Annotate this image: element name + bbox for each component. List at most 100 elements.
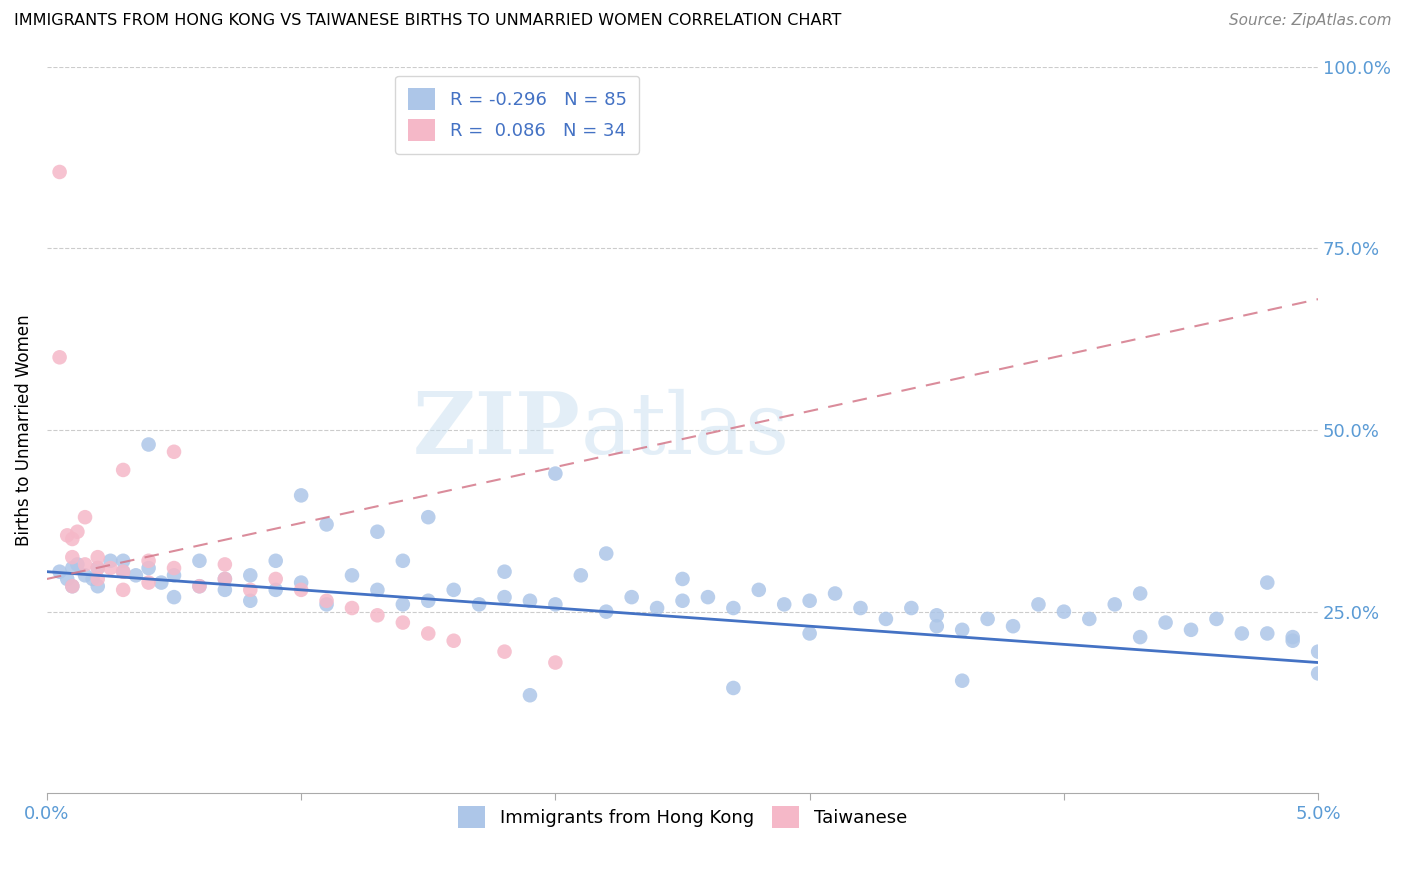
Immigrants from Hong Kong xyxy=(264,582,287,597)
Immigrants from Hong Kong xyxy=(1308,645,1330,659)
Immigrants from Hong Kong xyxy=(1281,633,1303,648)
Immigrants from Hong Kong xyxy=(315,598,337,612)
Immigrants from Hong Kong xyxy=(66,558,89,572)
Taiwanese xyxy=(60,550,83,565)
Immigrants from Hong Kong xyxy=(519,688,541,702)
Immigrants from Hong Kong xyxy=(950,673,973,688)
Taiwanese xyxy=(290,582,312,597)
Text: ZIP: ZIP xyxy=(413,388,581,472)
Taiwanese xyxy=(48,165,70,179)
Taiwanese xyxy=(418,626,440,640)
Immigrants from Hong Kong xyxy=(1129,586,1152,600)
Immigrants from Hong Kong xyxy=(56,572,79,586)
Immigrants from Hong Kong xyxy=(443,582,465,597)
Immigrants from Hong Kong xyxy=(620,590,643,604)
Immigrants from Hong Kong xyxy=(799,593,821,607)
Y-axis label: Births to Unmarried Women: Births to Unmarried Women xyxy=(15,314,32,546)
Immigrants from Hong Kong xyxy=(1230,626,1253,640)
Taiwanese xyxy=(48,351,70,365)
Immigrants from Hong Kong xyxy=(468,598,491,612)
Immigrants from Hong Kong xyxy=(494,565,516,579)
Taiwanese xyxy=(392,615,415,630)
Immigrants from Hong Kong xyxy=(315,517,337,532)
Immigrants from Hong Kong xyxy=(1078,612,1101,626)
Immigrants from Hong Kong xyxy=(214,582,236,597)
Text: Source: ZipAtlas.com: Source: ZipAtlas.com xyxy=(1229,13,1392,29)
Immigrants from Hong Kong xyxy=(60,561,83,575)
Immigrants from Hong Kong xyxy=(723,601,745,615)
Immigrants from Hong Kong xyxy=(1104,598,1126,612)
Immigrants from Hong Kong xyxy=(900,601,922,615)
Taiwanese xyxy=(188,579,211,593)
Taiwanese xyxy=(138,575,160,590)
Immigrants from Hong Kong xyxy=(671,572,693,586)
Taiwanese xyxy=(87,550,110,565)
Text: IMMIGRANTS FROM HONG KONG VS TAIWANESE BIRTHS TO UNMARRIED WOMEN CORRELATION CHA: IMMIGRANTS FROM HONG KONG VS TAIWANESE B… xyxy=(14,13,841,29)
Immigrants from Hong Kong xyxy=(366,582,388,597)
Immigrants from Hong Kong xyxy=(1256,626,1278,640)
Taiwanese xyxy=(366,608,388,623)
Immigrants from Hong Kong xyxy=(290,488,312,502)
Immigrants from Hong Kong xyxy=(239,568,262,582)
Taiwanese xyxy=(112,463,135,477)
Taiwanese xyxy=(340,601,363,615)
Taiwanese xyxy=(60,532,83,546)
Immigrants from Hong Kong xyxy=(1256,575,1278,590)
Immigrants from Hong Kong xyxy=(73,568,96,582)
Taiwanese xyxy=(87,561,110,575)
Immigrants from Hong Kong xyxy=(188,554,211,568)
Immigrants from Hong Kong xyxy=(925,608,948,623)
Taiwanese xyxy=(56,528,79,542)
Immigrants from Hong Kong xyxy=(138,561,160,575)
Immigrants from Hong Kong xyxy=(264,554,287,568)
Immigrants from Hong Kong xyxy=(697,590,720,604)
Immigrants from Hong Kong xyxy=(645,601,668,615)
Immigrants from Hong Kong xyxy=(112,554,135,568)
Taiwanese xyxy=(112,582,135,597)
Immigrants from Hong Kong xyxy=(366,524,388,539)
Immigrants from Hong Kong xyxy=(163,590,186,604)
Immigrants from Hong Kong xyxy=(544,467,567,481)
Immigrants from Hong Kong xyxy=(392,554,415,568)
Taiwanese xyxy=(443,633,465,648)
Immigrants from Hong Kong xyxy=(125,568,148,582)
Taiwanese xyxy=(214,558,236,572)
Immigrants from Hong Kong xyxy=(418,593,440,607)
Taiwanese xyxy=(87,572,110,586)
Immigrants from Hong Kong xyxy=(1308,666,1330,681)
Immigrants from Hong Kong xyxy=(1028,598,1050,612)
Immigrants from Hong Kong xyxy=(138,437,160,451)
Taiwanese xyxy=(264,572,287,586)
Immigrants from Hong Kong xyxy=(748,582,770,597)
Immigrants from Hong Kong xyxy=(163,568,186,582)
Immigrants from Hong Kong xyxy=(824,586,846,600)
Immigrants from Hong Kong xyxy=(976,612,998,626)
Immigrants from Hong Kong xyxy=(87,579,110,593)
Immigrants from Hong Kong xyxy=(150,575,173,590)
Taiwanese xyxy=(138,554,160,568)
Immigrants from Hong Kong xyxy=(290,575,312,590)
Taiwanese xyxy=(66,524,89,539)
Immigrants from Hong Kong xyxy=(519,593,541,607)
Taiwanese xyxy=(544,656,567,670)
Taiwanese xyxy=(163,561,186,575)
Immigrants from Hong Kong xyxy=(595,605,617,619)
Immigrants from Hong Kong xyxy=(875,612,897,626)
Text: atlas: atlas xyxy=(581,388,790,472)
Taiwanese xyxy=(112,565,135,579)
Immigrants from Hong Kong xyxy=(925,619,948,633)
Immigrants from Hong Kong xyxy=(239,593,262,607)
Immigrants from Hong Kong xyxy=(1281,630,1303,644)
Immigrants from Hong Kong xyxy=(773,598,796,612)
Immigrants from Hong Kong xyxy=(1053,605,1076,619)
Immigrants from Hong Kong xyxy=(48,565,70,579)
Immigrants from Hong Kong xyxy=(950,623,973,637)
Immigrants from Hong Kong xyxy=(1205,612,1227,626)
Immigrants from Hong Kong xyxy=(60,579,83,593)
Immigrants from Hong Kong xyxy=(494,590,516,604)
Legend: Immigrants from Hong Kong, Taiwanese: Immigrants from Hong Kong, Taiwanese xyxy=(451,798,914,835)
Taiwanese xyxy=(60,579,83,593)
Immigrants from Hong Kong xyxy=(100,554,122,568)
Immigrants from Hong Kong xyxy=(214,572,236,586)
Immigrants from Hong Kong xyxy=(188,579,211,593)
